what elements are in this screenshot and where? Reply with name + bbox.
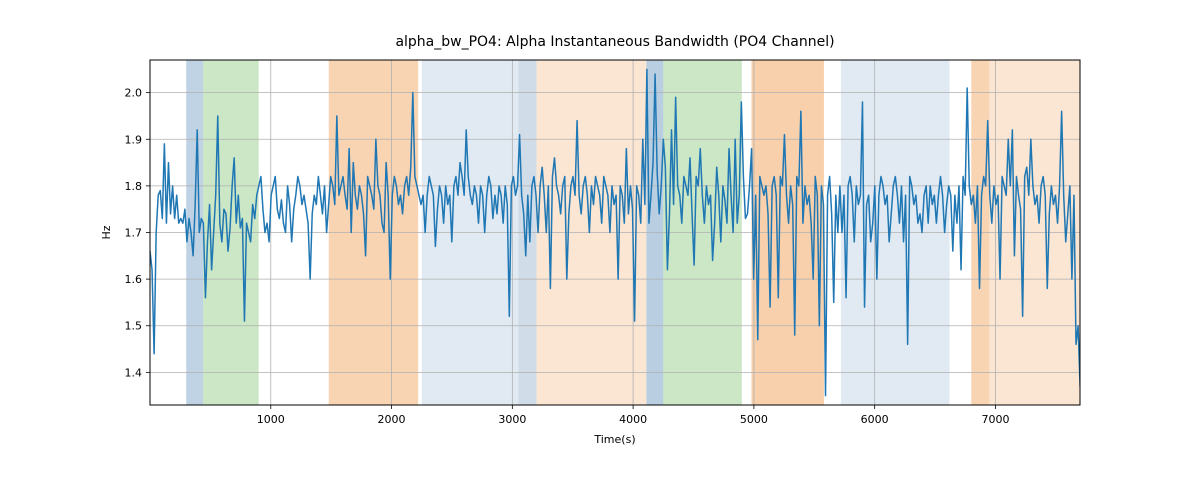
- xtick-label: 3000: [498, 413, 526, 426]
- xtick-label: 1000: [257, 413, 285, 426]
- x-axis-label: Time(s): [593, 433, 635, 446]
- y-axis-label: Hz: [100, 225, 113, 239]
- xtick-label: 6000: [861, 413, 889, 426]
- ytick-label: 1.5: [125, 320, 143, 333]
- ytick-label: 1.9: [125, 133, 143, 146]
- ytick-label: 1.6: [125, 273, 143, 286]
- chart-svg: 1000 2000 3000 4000 5000 6000 7000 1.4 1.5 1.6 1.7…: [0, 0, 1200, 500]
- xtick-label: 2000: [378, 413, 406, 426]
- chart-title: alpha_bw_PO4: Alpha Instantaneous Bandwi…: [395, 34, 834, 50]
- ytick-label: 1.4: [125, 366, 143, 379]
- ytick-label: 1.8: [125, 180, 143, 193]
- xtick-label: 5000: [740, 413, 768, 426]
- xtick-label: 7000: [981, 413, 1009, 426]
- xtick-label: 4000: [619, 413, 647, 426]
- chart-container: 1000 2000 3000 4000 5000 6000 7000 1.4 1.5 1.6 1.7…: [0, 0, 1200, 500]
- ytick-label: 1.7: [125, 227, 143, 240]
- ytick-label: 2.0: [125, 87, 143, 100]
